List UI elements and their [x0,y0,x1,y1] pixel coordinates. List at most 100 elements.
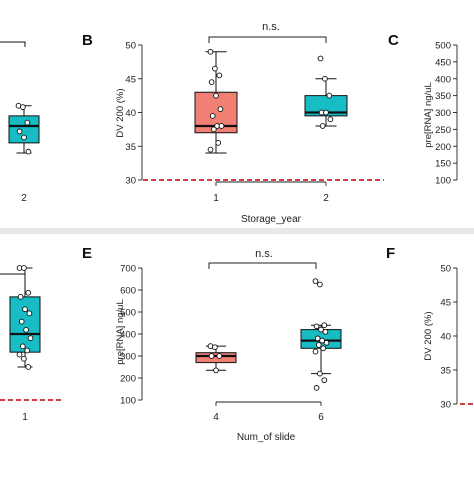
d-point-1-9 [19,343,26,350]
e-point-6-13 [321,377,328,384]
a-point-2-2 [24,119,31,126]
b-significance-bracket [208,36,327,43]
e-significance-bracket [208,262,317,269]
e-point-6-12 [317,370,323,377]
b-point-1-2 [216,72,223,79]
e-point-6-9 [315,342,322,348]
d-point-1-10 [24,347,31,354]
c-ytick-label-250: 250 [435,125,451,136]
d-point-1-1 [21,265,27,271]
a-point-2-1 [20,104,26,110]
e-xtick-label-4: 4 [213,412,219,423]
e-xtick-label-6: 6 [318,412,324,423]
b-point-2-4 [323,109,329,116]
e-point-4-4 [213,367,219,374]
d-point-1-13 [25,364,32,370]
b-point-1-9 [210,126,217,133]
e-point-6-3 [313,323,320,330]
b-xtick-label-2: 2 [323,193,329,204]
d-point-1-11 [16,351,23,358]
d-significance-bracket [0,273,26,280]
d-point-1-7 [23,327,29,333]
c-ytick-label-500: 500 [435,41,451,52]
b-significance-label: n.s. [262,21,280,33]
c-ytick-label-450: 450 [435,57,451,68]
b-ytick-label-35: 35 [125,142,136,153]
a-point-2-4 [21,134,27,141]
b-point-1-8 [218,123,225,129]
d-point-1-8 [27,335,34,341]
panel-label-e: E [82,245,92,262]
row-divider [0,228,474,234]
b-point-1-4 [213,92,219,99]
b-point-1-3 [208,79,215,85]
e-point-6-5 [322,328,329,335]
f-ytick-label-50: 50 [440,264,451,275]
b-point-1-6 [209,113,216,119]
d-point-1-12 [21,355,27,362]
e-yaxis-label: pre[RNA] ng/uL [115,299,126,364]
b-yaxis-label: DV 200 (%) [115,88,126,137]
b-ytick-label-45: 45 [125,74,136,85]
f-yaxis-label: DV 200 (%) [423,311,434,360]
e-point-6-7 [319,337,325,344]
e-point-6-2 [321,322,328,329]
e-xaxis-label: Num_of slide [237,432,296,443]
e-point-6-1 [317,281,323,288]
e-point-6-10 [320,345,327,352]
a-xtick-label-2: 2 [21,193,27,204]
d-point-1-5 [26,310,33,317]
a-significance-bracket [0,41,26,47]
e-ytick-label-400: 400 [120,330,136,341]
b-xaxis-label: Storage_year [241,214,302,225]
b-point-1-10 [215,140,222,146]
c-ytick-label-150: 150 [435,159,451,170]
e-ytick-label-600: 600 [120,286,136,297]
b-point-1-11 [207,146,214,153]
e-point-6-0 [312,278,319,285]
e-point-6-11 [312,348,319,355]
d-point-1-6 [18,318,25,325]
e-ytick-label-700: 700 [120,264,136,275]
b-point-1-1 [212,65,218,72]
e-point-4-1 [212,344,218,351]
c-ytick-label-200: 200 [435,142,451,153]
d-point-1-3 [17,294,24,300]
f-ytick-label-45: 45 [440,298,451,309]
b-ytick-label-30: 30 [125,176,136,187]
b-point-2-1 [322,75,328,82]
b-point-1-5 [217,106,224,112]
e-ytick-label-300: 300 [120,352,136,363]
b-xtick-label-1: 1 [213,193,219,204]
b-ytick-label-50: 50 [125,41,136,52]
c-ytick-label-300: 300 [435,108,451,119]
b-ytick-label-40: 40 [125,108,136,119]
e-ytick-label-500: 500 [120,308,136,319]
e-point-4-3 [208,353,215,359]
a-point-2-3 [16,128,23,135]
c-ytick-label-100: 100 [435,176,451,187]
d-xtick-label-1: 1 [22,412,28,423]
e-ytick-label-200: 200 [120,374,136,385]
c-yaxis-label: pre[RNA] ng/uL [423,82,434,147]
b-box-2 [304,95,348,117]
b-point-2-2 [326,92,333,99]
e-ytick-label-100: 100 [120,396,136,407]
a-point-2-5 [25,148,32,155]
d-point-1-4 [22,306,28,313]
f-ytick-label-35: 35 [440,366,451,377]
panel-label-c: C [388,32,399,49]
e-box-4 [195,352,237,364]
d-point-1-2 [25,289,32,296]
c-ytick-label-400: 400 [435,74,451,85]
e-point-6-8 [323,339,330,346]
e-point-6-4 [318,326,324,333]
e-point-4-2 [216,353,223,359]
b-point-2-5 [327,116,334,123]
e-point-6-6 [314,335,321,342]
panel-label-f: F [386,245,395,262]
f-ytick-label-40: 40 [440,332,451,343]
b-point-1-0 [207,48,214,55]
